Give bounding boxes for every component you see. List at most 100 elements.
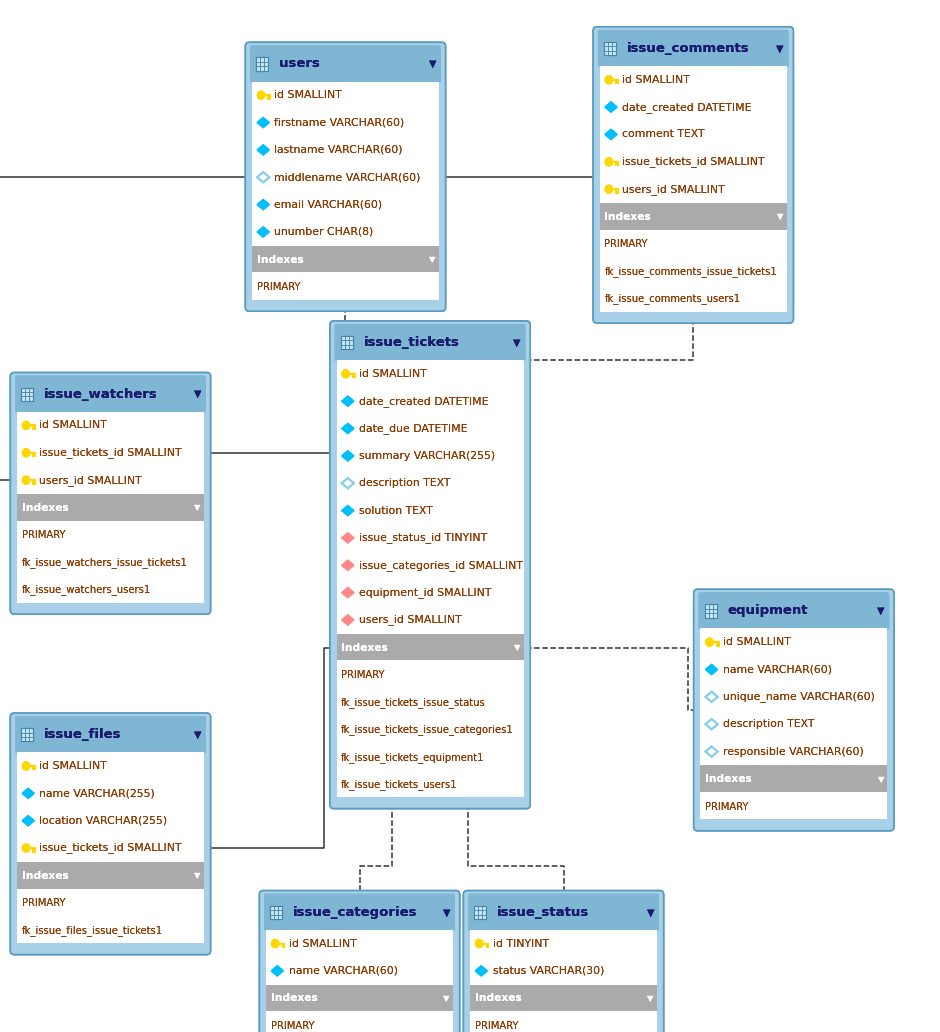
Bar: [266, 930, 453, 985]
Circle shape: [258, 91, 265, 99]
Polygon shape: [258, 118, 269, 128]
Bar: [252, 272, 439, 300]
FancyBboxPatch shape: [598, 30, 789, 67]
Circle shape: [23, 762, 30, 770]
Text: issue_tickets_id SMALLINT: issue_tickets_id SMALLINT: [622, 156, 765, 167]
Text: ▼: ▼: [429, 59, 436, 69]
Circle shape: [23, 421, 30, 429]
Text: ▼: ▼: [194, 730, 201, 740]
Text: id SMALLINT: id SMALLINT: [289, 938, 356, 948]
Polygon shape: [272, 966, 283, 976]
Polygon shape: [23, 788, 34, 799]
Bar: [700, 628, 887, 766]
Text: ▼: ▼: [194, 730, 201, 740]
Text: fk_issue_tickets_issue_categories1: fk_issue_tickets_issue_categories1: [341, 724, 514, 736]
Bar: [470, 1011, 657, 1032]
Text: ▼: ▼: [443, 907, 450, 917]
Bar: [256, 57, 269, 70]
FancyBboxPatch shape: [335, 324, 525, 361]
Bar: [470, 930, 657, 985]
Text: ▼: ▼: [195, 504, 200, 512]
Bar: [600, 66, 787, 203]
Polygon shape: [258, 144, 269, 155]
Circle shape: [605, 75, 613, 84]
Polygon shape: [706, 665, 717, 675]
FancyBboxPatch shape: [245, 42, 446, 312]
Circle shape: [476, 939, 483, 947]
Text: responsible VARCHAR(60): responsible VARCHAR(60): [723, 746, 864, 756]
Bar: [604, 41, 617, 55]
Bar: [271, 906, 283, 918]
FancyBboxPatch shape: [250, 45, 441, 83]
Text: middlename VARCHAR(60): middlename VARCHAR(60): [274, 172, 421, 183]
Text: users_id SMALLINT: users_id SMALLINT: [359, 614, 462, 625]
Circle shape: [258, 91, 265, 99]
Text: PRIMARY: PRIMARY: [604, 239, 648, 250]
Text: firstname VARCHAR(60): firstname VARCHAR(60): [274, 118, 405, 128]
Text: id SMALLINT: id SMALLINT: [39, 420, 107, 430]
Text: fk_issue_watchers_issue_tickets1: fk_issue_watchers_issue_tickets1: [22, 557, 187, 569]
Text: ▼: ▼: [430, 255, 435, 264]
Text: solution TEXT: solution TEXT: [359, 506, 432, 516]
Bar: [17, 862, 204, 889]
Text: PRIMARY: PRIMARY: [705, 802, 748, 812]
Polygon shape: [342, 478, 353, 488]
FancyBboxPatch shape: [10, 713, 211, 955]
Text: comment TEXT: comment TEXT: [622, 129, 705, 139]
Text: PRIMARY: PRIMARY: [705, 802, 748, 812]
Text: users: users: [279, 58, 320, 70]
Text: issue_watchers: issue_watchers: [44, 388, 158, 400]
FancyBboxPatch shape: [10, 373, 211, 614]
Polygon shape: [342, 560, 353, 571]
Bar: [470, 985, 657, 1011]
Bar: [700, 765, 887, 793]
Text: status VARCHAR(30): status VARCHAR(30): [493, 966, 603, 976]
Text: responsible VARCHAR(60): responsible VARCHAR(60): [723, 746, 864, 756]
Text: issue_status: issue_status: [497, 906, 589, 918]
Text: name VARCHAR(60): name VARCHAR(60): [289, 966, 398, 976]
Text: users_id SMALLINT: users_id SMALLINT: [622, 184, 725, 195]
Text: issue_categories_id SMALLINT: issue_categories_id SMALLINT: [359, 559, 523, 571]
Bar: [266, 985, 453, 1011]
Polygon shape: [342, 587, 353, 598]
Bar: [604, 41, 617, 55]
Text: issue_categories_id SMALLINT: issue_categories_id SMALLINT: [359, 559, 523, 571]
Text: ▼: ▼: [194, 389, 201, 399]
Text: issue_categories: issue_categories: [293, 906, 417, 918]
Polygon shape: [23, 788, 34, 799]
Polygon shape: [706, 746, 717, 756]
Text: issue_categories: issue_categories: [293, 906, 417, 918]
Text: email VARCHAR(60): email VARCHAR(60): [274, 199, 383, 209]
Text: issue_tickets: issue_tickets: [364, 336, 460, 349]
Text: summary VARCHAR(255): summary VARCHAR(255): [359, 451, 495, 461]
Text: issue_tickets: issue_tickets: [364, 336, 460, 349]
Polygon shape: [342, 396, 353, 407]
Bar: [337, 360, 524, 634]
Text: equipment: equipment: [728, 605, 808, 617]
FancyBboxPatch shape: [250, 45, 441, 83]
Bar: [600, 230, 787, 312]
Text: date_created DATETIME: date_created DATETIME: [359, 395, 489, 407]
Text: unumber CHAR(8): unumber CHAR(8): [274, 227, 374, 237]
Text: id SMALLINT: id SMALLINT: [723, 637, 791, 647]
Text: PRIMARY: PRIMARY: [604, 239, 648, 250]
Polygon shape: [476, 966, 487, 976]
Polygon shape: [258, 227, 269, 237]
Text: date_created DATETIME: date_created DATETIME: [622, 101, 752, 112]
Bar: [17, 494, 204, 521]
Text: issue_tickets_id SMALLINT: issue_tickets_id SMALLINT: [39, 447, 182, 458]
Text: Indexes: Indexes: [604, 212, 651, 222]
Bar: [21, 387, 34, 400]
Text: description TEXT: description TEXT: [723, 719, 814, 730]
Text: PRIMARY: PRIMARY: [22, 898, 65, 908]
Text: Indexes: Indexes: [604, 212, 651, 222]
Text: Indexes: Indexes: [705, 774, 752, 784]
Text: description TEXT: description TEXT: [359, 478, 450, 488]
Text: fk_issue_comments_issue_tickets1: fk_issue_comments_issue_tickets1: [604, 266, 777, 278]
Text: id SMALLINT: id SMALLINT: [39, 761, 107, 771]
Text: ▼: ▼: [648, 994, 653, 1003]
Polygon shape: [342, 451, 353, 461]
Circle shape: [23, 844, 30, 852]
Circle shape: [23, 449, 30, 457]
FancyBboxPatch shape: [468, 894, 659, 931]
